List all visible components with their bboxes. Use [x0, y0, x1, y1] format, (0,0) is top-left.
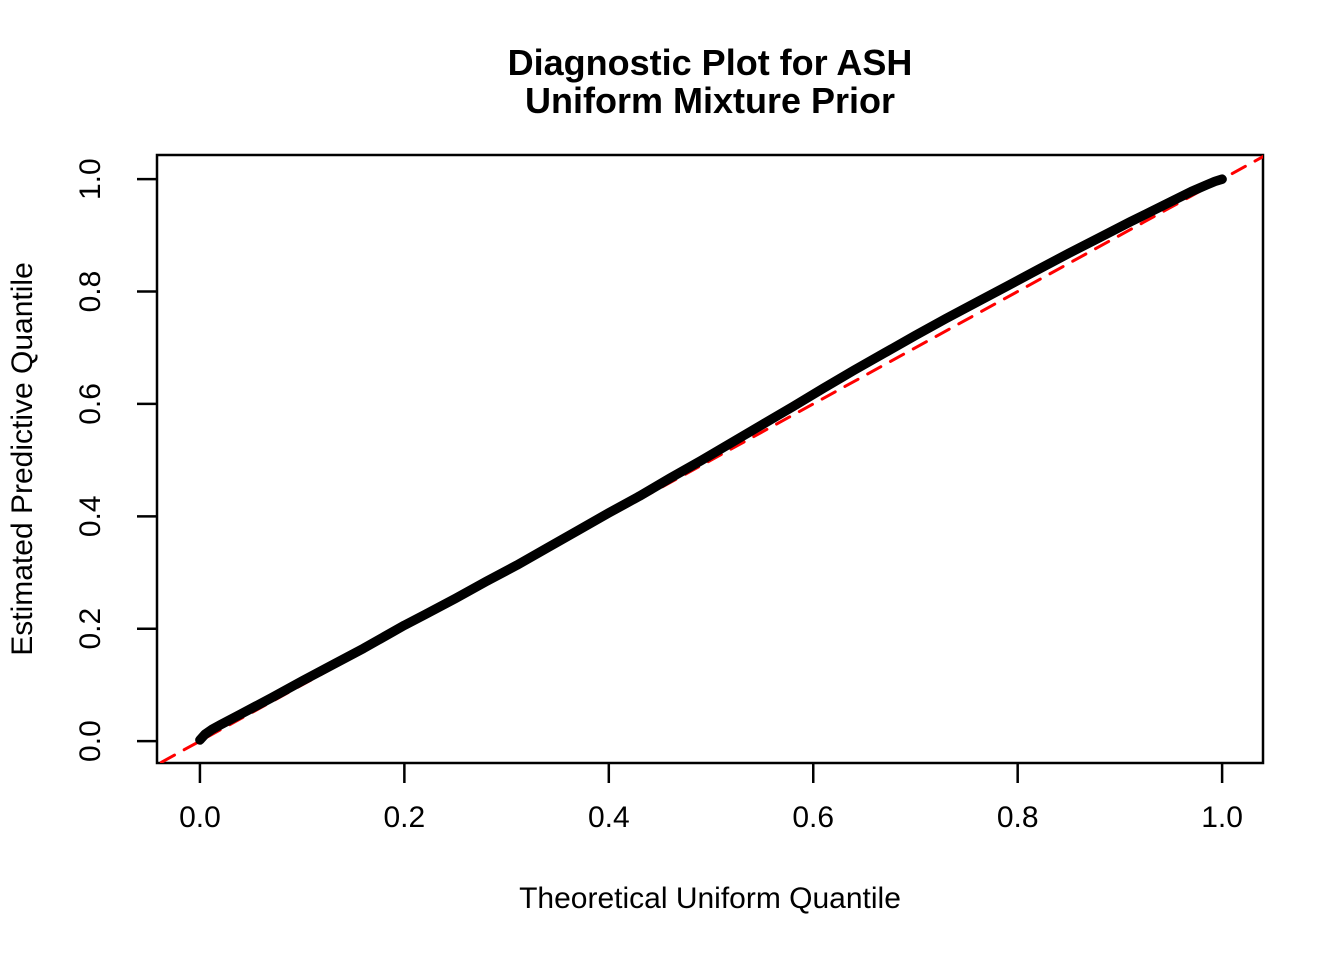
y-tick-label: 0.8 [74, 271, 107, 313]
x-tick-label: 0.8 [997, 801, 1039, 834]
plot-box [155, 153, 1265, 765]
y-tick-label: 0.2 [74, 608, 107, 650]
chart-title-line1: Diagnostic Plot for ASH [508, 42, 913, 83]
x-tick-label: 0.6 [792, 801, 834, 834]
plot-series [157, 155, 1263, 763]
x-tick-label: 0.2 [384, 801, 426, 834]
y-tick-label: 1.0 [74, 158, 107, 200]
y-tick-label: 0.6 [74, 383, 107, 425]
y-tick-label: 0.0 [74, 720, 107, 762]
y-axis-title: Estimated Predictive Quantile [6, 262, 39, 656]
estimated-predictive-quantile-curve [195, 174, 1227, 745]
x-axis-title: Theoretical Uniform Quantile [519, 882, 901, 915]
x-tick-label: 0.4 [588, 801, 630, 834]
x-tick-label: 1.0 [1201, 801, 1243, 834]
x-tick-label: 0.0 [179, 801, 221, 834]
y-tick-label: 0.4 [74, 495, 107, 537]
axis-ticks: 0.0 0.2 0.4 0.6 0.8 1.0 0.0 0.2 0.4 0.6 0.8 1.0 [74, 158, 1243, 834]
chart-title-line2: Uniform Mixture Prior [525, 80, 895, 121]
